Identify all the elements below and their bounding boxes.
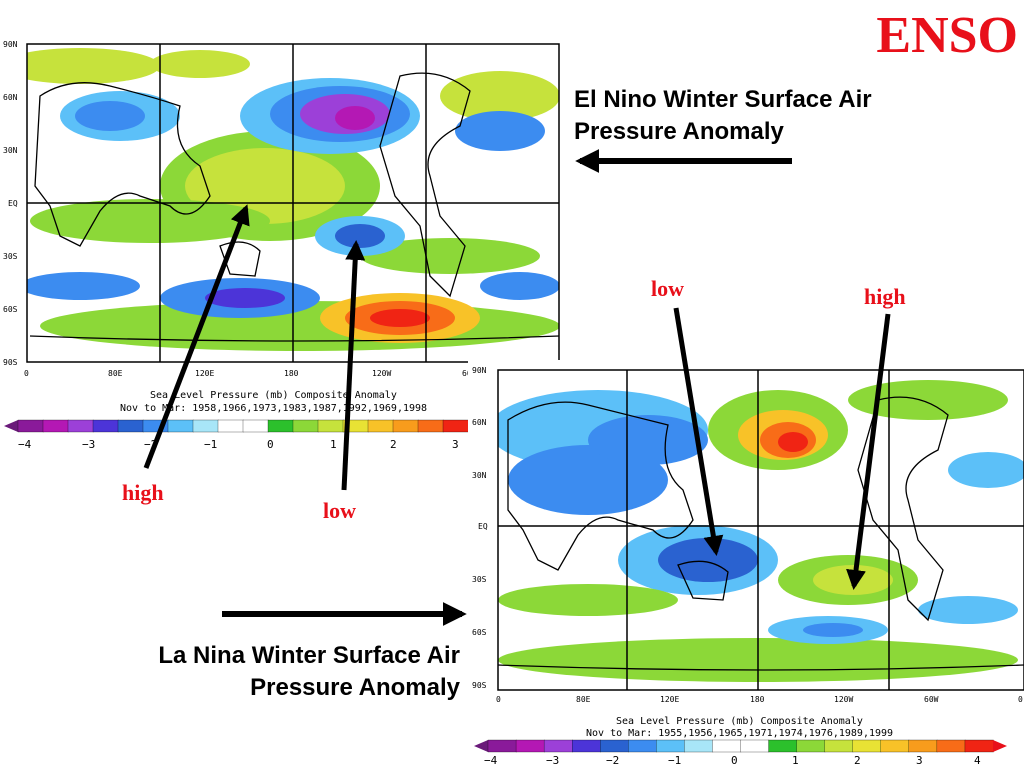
colorbar-tick: 2 — [854, 754, 861, 767]
lon-label: 180 — [750, 695, 765, 704]
colorbar-tick: −1 — [204, 438, 217, 451]
lon-label: 120E — [660, 695, 679, 704]
colorbar-swatch — [67, 419, 94, 433]
lat-label: EQ — [8, 199, 18, 208]
colorbar-tick: 3 — [916, 754, 923, 767]
colorbar-swatch — [740, 739, 770, 753]
high-label: high — [864, 284, 906, 309]
map-grid — [26, 43, 560, 363]
el-nino-caption: El Nino Winter Surface Air Pressure Anom… — [574, 86, 872, 145]
colorbar-tick: 1 — [330, 438, 337, 451]
colorbar-swatch — [217, 419, 244, 433]
colorbar-swatch — [684, 739, 714, 753]
lon-label: 120W — [372, 369, 391, 378]
colorbar-swatch — [543, 739, 573, 753]
colorbar-tick: −2 — [144, 438, 157, 451]
colorbar-swatch — [936, 739, 966, 753]
lon-label: 180 — [284, 369, 299, 378]
lon-label: 120E — [195, 369, 214, 378]
colorbar-swatch — [600, 739, 629, 753]
lat-label: 60N — [472, 418, 487, 427]
colorbar-swatch — [712, 739, 742, 753]
map-caption: Sea Level Pressure (mb) Composite Anomal… — [150, 390, 397, 401]
colorbar-swatch — [367, 419, 394, 433]
colorbar-swatch — [487, 739, 517, 753]
colorbar-swatch — [117, 419, 144, 433]
lon-label: 0 — [1018, 695, 1023, 704]
lon-label: 120W — [834, 695, 853, 704]
colorbar-swatch — [392, 419, 419, 433]
colorbar — [474, 739, 1007, 753]
colorbar-swatch — [442, 419, 469, 433]
colorbar-swatch — [17, 419, 44, 433]
colorbar-swatch — [167, 419, 194, 433]
colorbar-swatch — [908, 739, 938, 753]
colorbar-swatch — [964, 739, 994, 753]
low-label: low — [323, 498, 356, 523]
colorbar-end-triangle — [993, 740, 1007, 752]
colorbar-end-triangle — [4, 420, 18, 432]
lat-label: 90S — [472, 681, 487, 690]
colorbar-swatch — [142, 419, 169, 433]
lat-label: 60N — [3, 93, 18, 102]
colorbar-swatch — [42, 419, 69, 433]
colorbar-tick: 1 — [792, 754, 799, 767]
lon-label: 80E — [108, 369, 123, 378]
colorbar-tick: 2 — [390, 438, 397, 451]
colorbar-tick: 4 — [974, 754, 981, 767]
colorbar-swatch — [515, 739, 545, 753]
colorbar-tick: 3 — [452, 438, 459, 451]
colorbar-tick: −3 — [546, 754, 559, 767]
lon-label: 60W — [924, 695, 939, 704]
colorbar-swatch — [317, 419, 344, 433]
colorbar-swatch — [267, 419, 294, 433]
high-label: high — [122, 480, 164, 505]
colorbar-swatch — [342, 419, 369, 433]
map-caption: Nov to Mar: 1958,1966,1973,1983,1987,199… — [120, 403, 427, 414]
lat-label: EQ — [478, 522, 488, 531]
lat-label: 60S — [3, 305, 18, 314]
colorbar-swatch — [880, 739, 910, 753]
lat-label: 90S — [3, 358, 18, 367]
colorbar-swatch — [852, 739, 882, 753]
colorbar-swatch — [572, 739, 601, 753]
colorbar-swatch — [768, 739, 798, 753]
colorbar-swatch — [242, 419, 269, 433]
colorbar-tick: 0 — [267, 438, 274, 451]
colorbar-tick: −3 — [82, 438, 95, 451]
colorbar-swatch — [824, 739, 854, 753]
la-nina-caption: La Nina Winter Surface Air Pressure Anom… — [158, 642, 460, 701]
colorbar-tick: −2 — [606, 754, 619, 767]
colorbar-swatch — [656, 739, 686, 753]
colorbar-tick: −1 — [668, 754, 681, 767]
lon-label: 60 — [462, 369, 472, 378]
colorbar-swatch — [628, 739, 657, 753]
colorbar — [4, 419, 482, 433]
colorbar-swatch — [796, 739, 826, 753]
colorbar-swatch — [417, 419, 444, 433]
colorbar-tick: −4 — [18, 438, 32, 451]
lon-label: 0 — [24, 369, 29, 378]
lat-label: 30N — [472, 471, 487, 480]
lon-label: 80E — [576, 695, 591, 704]
colorbar-tick: 0 — [731, 754, 738, 767]
lon-label: 0 — [496, 695, 501, 704]
colorbar-tick: −4 — [484, 754, 498, 767]
colorbar-end-triangle — [474, 740, 488, 752]
map-caption: Nov to Mar: 1955,1956,1965,1971,1974,197… — [586, 728, 893, 739]
slide-title: ENSO — [876, 7, 1018, 64]
lat-label: 60S — [472, 628, 487, 637]
map-caption: Sea Level Pressure (mb) Composite Anomal… — [616, 716, 863, 727]
la-nina-map: 90N 60N 30N EQ 30S 60S 90S 0 80E 120E 18… — [468, 360, 1024, 768]
lat-label: 30S — [472, 575, 487, 584]
lat-label: 90N — [3, 40, 18, 49]
lat-label: 30S — [3, 252, 18, 261]
low-label: low — [651, 276, 684, 301]
colorbar-swatch — [192, 419, 219, 433]
lat-label: 90N — [472, 366, 487, 375]
colorbar-swatch — [292, 419, 319, 433]
lat-label: 30N — [3, 146, 18, 155]
colorbar-swatch — [92, 419, 119, 433]
